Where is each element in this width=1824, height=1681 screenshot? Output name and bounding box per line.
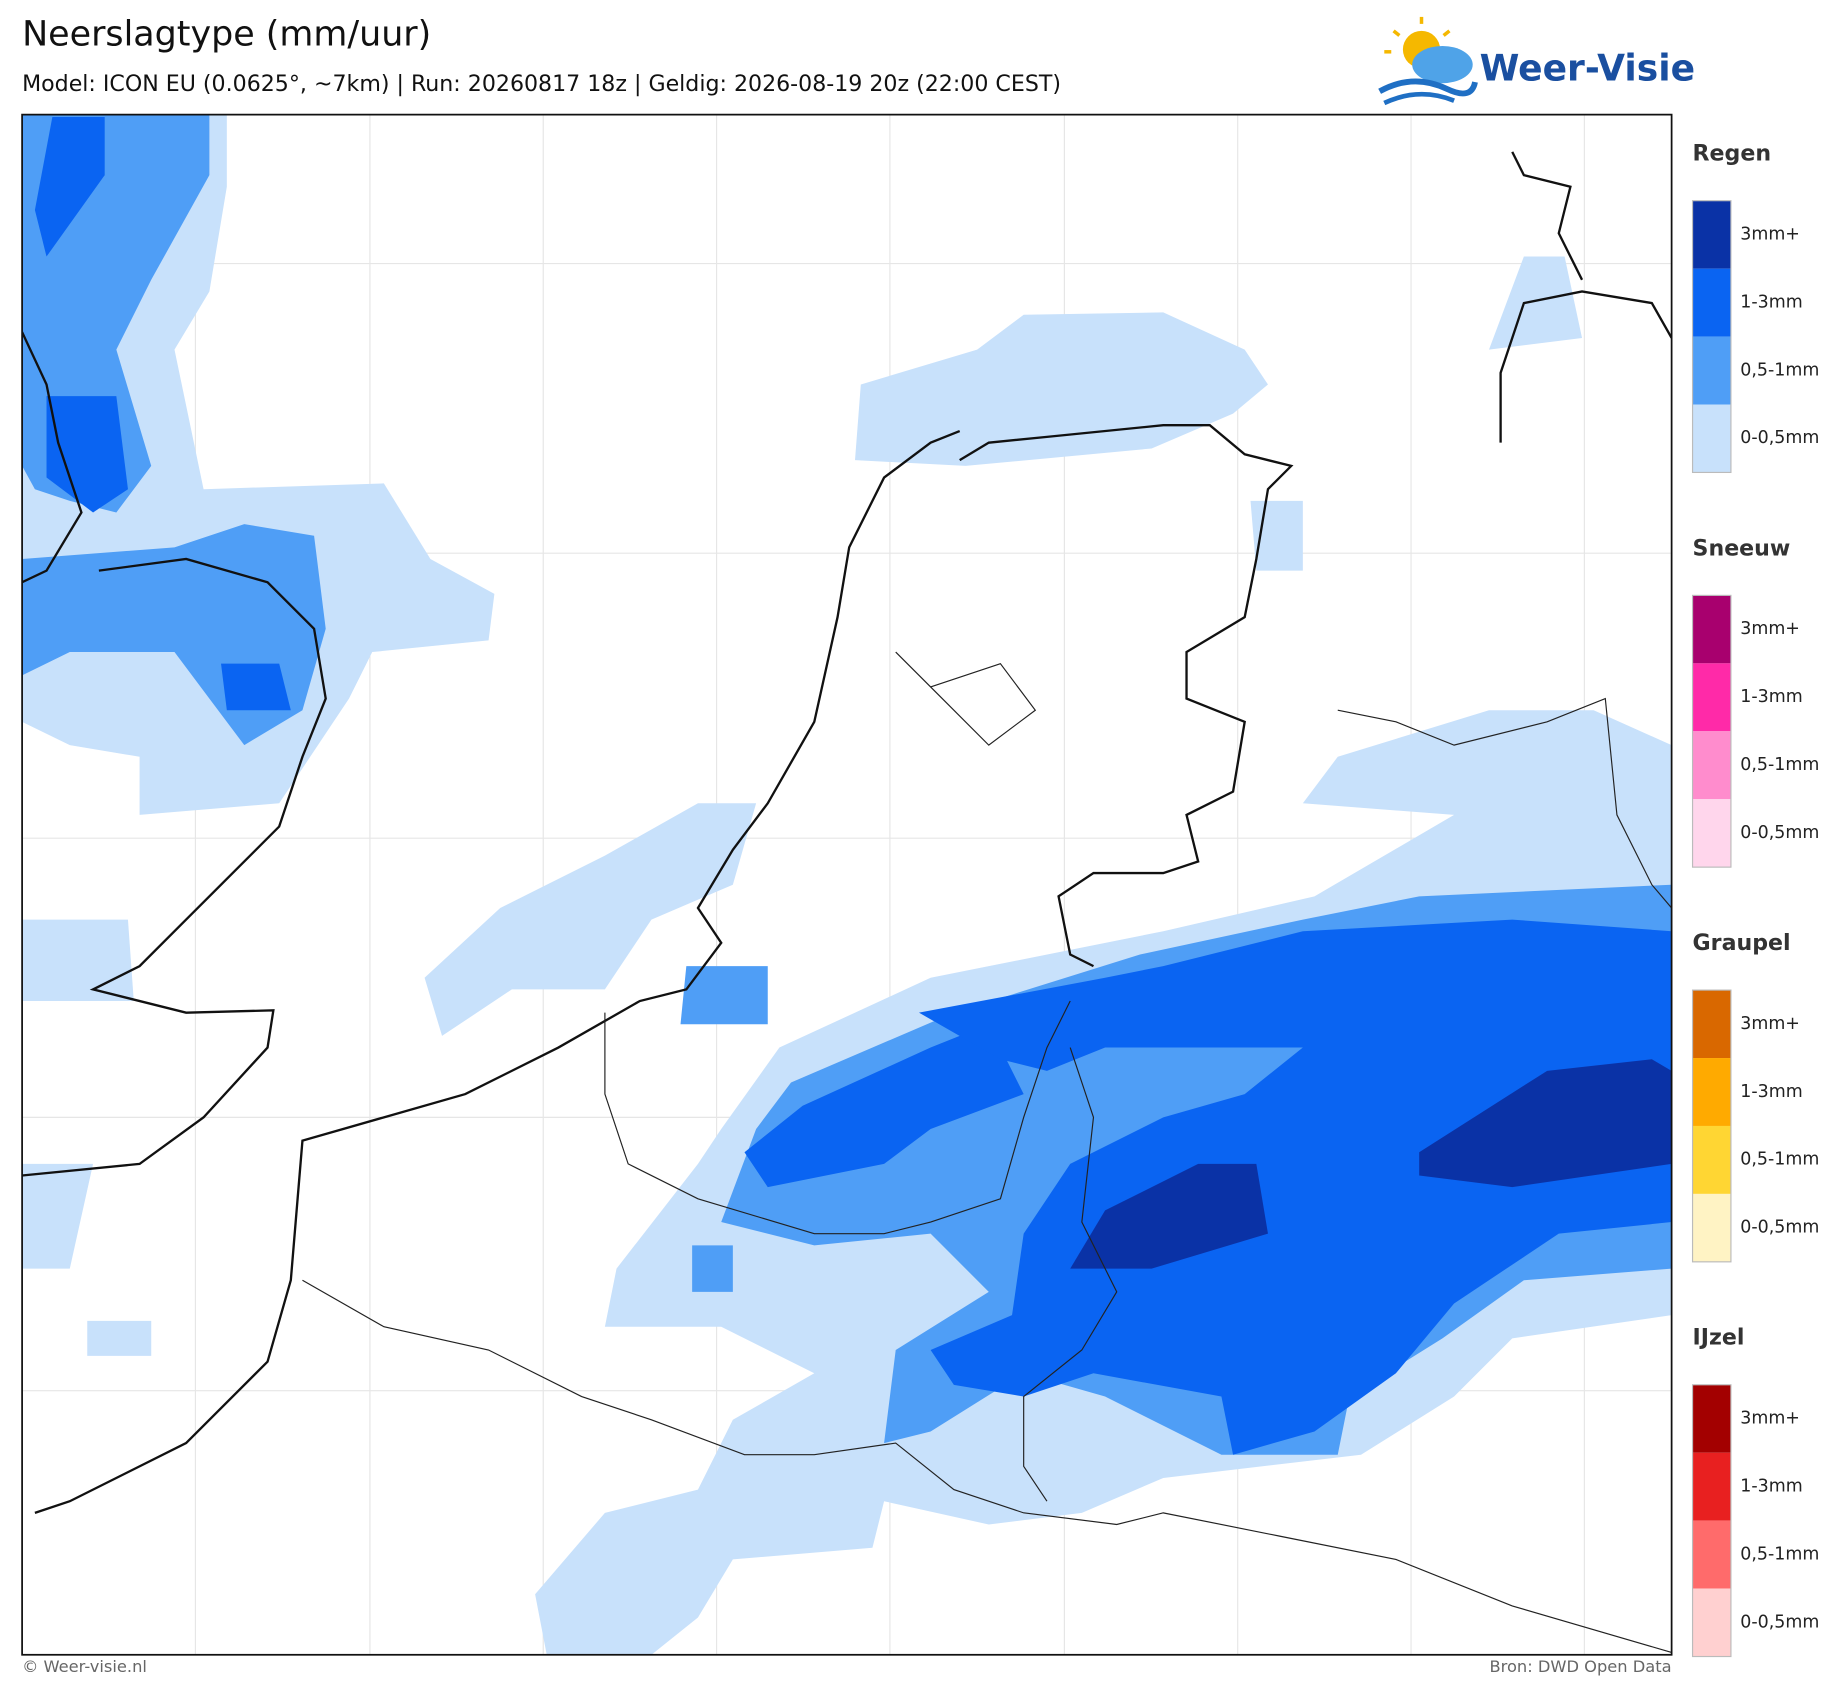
legend: Regen 3mm+ 1-3mm 0,5-1mm 0-0,5mm Sneeuw 3mm+ 1-… — [1691, 141, 1819, 1658]
legend-title: IJzel — [1693, 1325, 1745, 1351]
legend-label: 0,5-1mm — [1740, 755, 1819, 775]
legend-label: 0-0,5mm — [1740, 1612, 1819, 1632]
footer-source: Bron: DWD Open Data — [1489, 1657, 1671, 1676]
map-frame — [21, 113, 1673, 1656]
logo-text: Weer-Visie — [1480, 47, 1695, 89]
legend-frame — [1691, 989, 1732, 1263]
legend-label: 0-0,5mm — [1740, 1218, 1819, 1238]
legend-label: 1-3mm — [1740, 687, 1802, 707]
legend-swatch — [1692, 1452, 1731, 1521]
precip-heavy — [34, 116, 1672, 1455]
map — [22, 114, 1672, 1655]
subtitle: Model: ICON EU (0.0625°, ~7km) | Run: 20… — [22, 71, 1061, 97]
legend-label: 1-3mm — [1740, 292, 1802, 312]
legend-swatch — [1692, 268, 1731, 337]
legend-swatch — [1692, 1520, 1731, 1589]
legend-label: 1-3mm — [1740, 1082, 1802, 1102]
legend-title: Graupel — [1693, 930, 1791, 956]
legend-swatch — [1692, 595, 1731, 664]
legend-label: 3mm+ — [1740, 224, 1800, 244]
legend-label: 3mm+ — [1740, 1014, 1800, 1034]
legend-label: 3mm+ — [1740, 1409, 1800, 1429]
coastlines — [22, 151, 1672, 1514]
legend-swatch — [1692, 404, 1731, 473]
legend-frame — [1691, 594, 1732, 868]
legend-swatch — [1692, 1384, 1731, 1453]
legend-frame — [1691, 1384, 1732, 1658]
legend-swatch — [1692, 799, 1731, 868]
legend-label: 0,5-1mm — [1740, 1150, 1819, 1170]
legend-swatch — [1692, 1588, 1731, 1657]
legend-label: 0-0,5mm — [1740, 823, 1819, 843]
legend-title: Regen — [1693, 141, 1772, 167]
footer-credit: © Weer-visie.nl — [22, 1657, 147, 1676]
legend-label: 0,5-1mm — [1740, 1544, 1819, 1564]
legend-swatch — [1692, 336, 1731, 405]
legend-label: 1-3mm — [1740, 1476, 1802, 1496]
legend-swatch — [1692, 990, 1731, 1059]
legend-label: 3mm+ — [1740, 619, 1800, 639]
legend-title: Sneeuw — [1693, 535, 1791, 561]
title: Neerslagtype (mm/uur) — [22, 15, 431, 55]
legend-frame — [1691, 200, 1732, 474]
legend-swatch — [1692, 731, 1731, 800]
legend-swatch — [1692, 200, 1731, 269]
legend-label: 0-0,5mm — [1740, 428, 1819, 448]
legend-swatch — [1692, 1058, 1731, 1126]
legend-swatch — [1692, 663, 1731, 732]
precip-very-heavy — [1070, 1059, 1672, 1269]
borders — [302, 651, 1672, 1654]
logo: Weer-Visie — [1378, 16, 1695, 106]
legend-label: 0,5-1mm — [1740, 360, 1819, 380]
legend-swatch — [1692, 1125, 1731, 1194]
legend-swatch — [1692, 1193, 1731, 1262]
